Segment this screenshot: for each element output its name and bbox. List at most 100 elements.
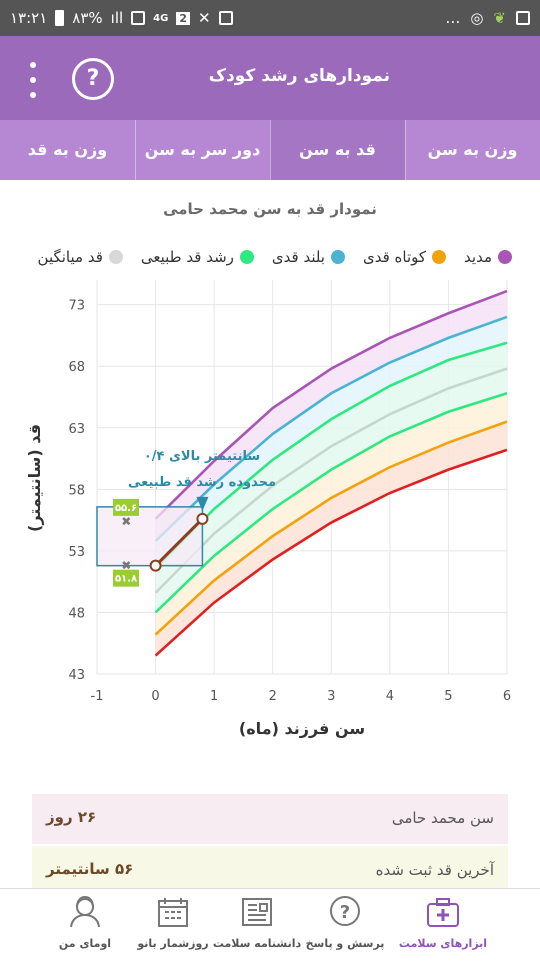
info-card-label: سن محمد حامی <box>391 809 494 827</box>
chart-series <box>154 289 508 657</box>
profile-icon <box>70 895 100 928</box>
tab-height-for-age[interactable]: قد به سن <box>270 120 405 180</box>
legend-label: قد میانگین <box>37 248 103 266</box>
question-circle-icon[interactable]: ? <box>72 58 114 100</box>
app-bar: ? نمودارهای رشد کودک <box>0 36 540 120</box>
legend-dot <box>239 250 254 264</box>
y-tick-label: 43 <box>68 668 85 683</box>
network-type: 4G <box>153 12 169 24</box>
nav-label: روزشمار بانو <box>137 937 209 950</box>
legend-label: مدید <box>464 248 492 266</box>
nav-label: پرسش و پاسخ <box>305 937 385 950</box>
y-axis-label: قد (سانتیمتر) <box>25 424 44 532</box>
x-tick-label: 2 <box>269 689 277 704</box>
nav-qa[interactable]: ? پرسش و پاسخ <box>300 895 390 957</box>
annotation-line-2: محدوده رشد قد طبیعی <box>128 475 276 490</box>
child-overlay: ✖✖۵۵.۶۵۱.۸ <box>96 496 209 587</box>
x-tick-label: 6 <box>503 689 511 704</box>
nav-label: دانشنامه سلامت <box>212 937 302 950</box>
x-axis-label: سن فرزند (ماه) <box>239 719 365 738</box>
legend-label: بلند قدی <box>271 248 325 266</box>
leaf-icon: ❦ <box>493 9 506 27</box>
legend-label: رشد قد طبیعی <box>140 248 234 266</box>
signal-box-icon <box>131 11 146 25</box>
y-tick-label: 63 <box>68 422 85 437</box>
chart-band <box>155 368 508 613</box>
legend-item[interactable]: کوتاه قدی <box>362 248 447 266</box>
info-card-label: آخرین قد ثبت شده <box>375 861 494 879</box>
legend-dot <box>330 250 345 264</box>
info-card-age: سن محمد حامی ۲۶ روز <box>32 794 508 844</box>
legend-dot <box>498 250 512 264</box>
legend-item[interactable]: بلند قدی <box>272 248 345 266</box>
nav-encyclopedia[interactable]: دانشنامه سلامت <box>212 895 302 957</box>
more-vert-icon[interactable] <box>26 62 40 98</box>
chart-band <box>155 291 508 542</box>
health-kit-icon <box>427 898 459 927</box>
tab-head-for-age[interactable]: دور سر به سن <box>144 140 261 159</box>
tab-weight-for-height[interactable]: وزن به قد <box>27 140 108 159</box>
annotation-line-1: ۰/۴ سانتیمتر بالای <box>144 449 260 464</box>
nav-label: ابزارهای سلامت <box>398 937 488 950</box>
x-tick-label: 4 <box>386 689 394 704</box>
tab-weight-for-age[interactable]: وزن به سن <box>427 140 518 159</box>
tab-divider <box>405 120 406 180</box>
nav-calendar[interactable]: روزشمار بانو <box>128 895 218 957</box>
x-tick-label: 0 <box>151 689 159 704</box>
legend-item[interactable]: رشد قد طبیعی <box>141 248 254 266</box>
y-tick-label: 68 <box>68 360 85 375</box>
range-marker-icon: ✖ <box>121 514 131 528</box>
legend-dot <box>432 250 447 264</box>
battery-level: ۸۳% <box>72 9 103 27</box>
y-tick-label: 48 <box>68 606 85 621</box>
more-notifications-icon: … <box>445 9 461 27</box>
chart-title: نمودار قد به سن محمد حامی <box>163 200 377 218</box>
tab-divider <box>135 120 136 180</box>
x-tick-label: -1 <box>91 689 104 704</box>
y-tick-label: 73 <box>68 299 85 314</box>
range-value-label: ۵۵.۶ <box>115 503 137 514</box>
series-line <box>154 315 508 542</box>
child-point <box>149 559 162 572</box>
chart-band <box>155 316 508 569</box>
series-line <box>154 448 508 657</box>
info-card-value: ۵۶ سانتیمتر <box>46 860 134 878</box>
tab-divider <box>270 120 271 180</box>
series-line <box>154 367 508 594</box>
series-line <box>154 341 508 570</box>
notification-icon <box>218 11 233 25</box>
nav-profile[interactable]: اومای من <box>40 895 130 957</box>
series-line <box>154 392 508 614</box>
encyclopedia-icon <box>242 898 272 926</box>
series-line <box>154 420 508 636</box>
info-card-height: آخرین قد ثبت شده ۵۶ سانتیمتر <box>32 846 508 896</box>
chart-legend: مدید کوتاه قدی بلند قدی رشد قد طبیعی قد … <box>0 246 512 268</box>
x-tick-label: 3 <box>327 689 335 704</box>
range-value-badge <box>113 498 139 516</box>
y-tick-label: 53 <box>68 545 85 560</box>
child-growth-line <box>154 517 204 567</box>
bottom-nav: ابزارهای سلامت ? پرسش و پاسخ دانشنامه سل… <box>0 888 540 961</box>
y-tick-label: 58 <box>68 483 85 498</box>
legend-item[interactable]: مدید <box>464 248 512 266</box>
app-icon: ◎ <box>470 9 484 27</box>
svg-text:?: ? <box>340 902 350 923</box>
nav-label: اومای من <box>58 937 112 950</box>
range-value-label: ۵۱.۸ <box>115 574 137 585</box>
pointer-triangle-icon <box>196 496 209 511</box>
x-tick-label: 5 <box>444 689 452 704</box>
legend-label: کوتاه قدی <box>362 248 427 266</box>
range-marker-icon: ✖ <box>121 559 131 573</box>
legend-item[interactable]: قد میانگین <box>38 248 123 266</box>
info-card-value: ۲۶ روز <box>46 808 97 826</box>
nav-health-tools[interactable]: ابزارهای سلامت <box>398 895 488 957</box>
chart-ticks: -1 0 1 2 3 4 5 6 43 48 53 58 63 68 73 <box>68 299 511 704</box>
legend-dot <box>108 250 123 264</box>
x-tick-label: 1 <box>210 689 218 704</box>
mute-icon: ✕ <box>198 9 211 27</box>
child-point <box>196 512 209 525</box>
page-title: نمودارهای رشد کودک <box>208 66 390 86</box>
range-value-badge <box>113 569 139 587</box>
series-line <box>154 289 508 520</box>
